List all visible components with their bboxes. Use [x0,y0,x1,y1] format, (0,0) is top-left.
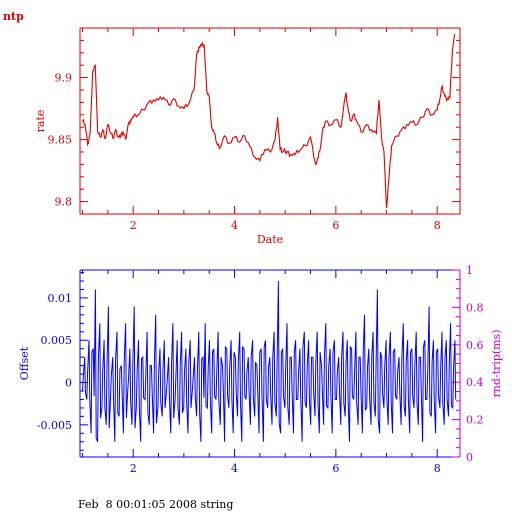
rate-y-tick-label: 9.8 [55,196,73,209]
rndtrip-y-tick-label: 0.8 [466,301,484,314]
offset-x-tick-label: 8 [434,462,441,475]
offset-x-tick-label: 4 [231,462,238,475]
rate-x-tick-label: 6 [332,219,339,232]
offset-y-axis-label: Offset [18,346,31,380]
rndtrip-y-tick-label: 0 [466,451,473,464]
rndtrip-y-tick-label: 0.2 [466,414,484,427]
rate-x-axis-label: Date [257,233,283,246]
offset-y-tick-label: 0.005 [41,334,73,347]
rate-x-tick-label: 8 [434,219,441,232]
rndtrip-y-tick-label: 0.6 [466,339,484,352]
offset-y-tick-label: 0.01 [48,292,73,305]
rndtrip-y-tick-label: 1 [466,264,473,277]
rate-x-tick-label: 4 [231,219,238,232]
chart-title: ntp [3,10,24,23]
rate-plot-frame [79,27,461,215]
offset-series-line [82,280,457,442]
offset-x-tick-label: 6 [332,462,339,475]
offset-x-tick-label: 2 [130,462,137,475]
offset-y-tick-label: 0 [65,377,72,390]
rate-y-tick-label: 9.9 [55,72,73,85]
footer-timestamp: Feb 8 00:01:05 2008 string [78,498,234,511]
rate-y-axis-label: rate [34,110,47,133]
offset-y-tick-label: -0.005 [37,419,72,432]
rndtrip-y-axis-label: rnd-trip(ms) [490,330,503,398]
rate-series-line [82,34,456,208]
rate-x-tick-label: 2 [130,219,137,232]
rndtrip-y-tick-label: 0.4 [466,376,484,389]
rate-y-tick-label: 9.85 [48,134,73,147]
